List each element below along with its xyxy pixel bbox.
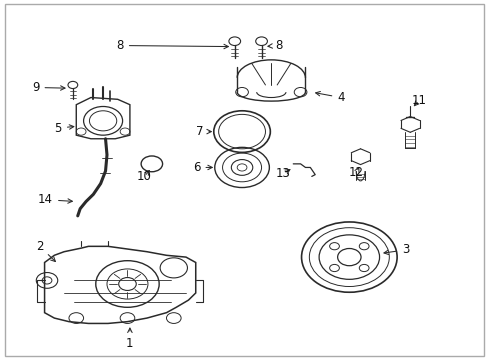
Text: 5: 5 [55, 122, 74, 135]
Text: 6: 6 [193, 161, 212, 174]
Text: 7: 7 [196, 125, 211, 138]
Text: 8: 8 [116, 39, 228, 52]
Text: 3: 3 [383, 243, 408, 256]
Text: 9: 9 [32, 81, 65, 94]
Text: 13: 13 [276, 167, 290, 180]
Text: 12: 12 [348, 166, 364, 179]
Text: 14: 14 [38, 193, 72, 206]
Text: 8: 8 [267, 39, 282, 52]
Text: 10: 10 [137, 170, 152, 183]
Text: 1: 1 [126, 328, 133, 350]
Text: 4: 4 [315, 91, 344, 104]
Text: 2: 2 [36, 240, 55, 261]
Text: 11: 11 [411, 94, 426, 107]
